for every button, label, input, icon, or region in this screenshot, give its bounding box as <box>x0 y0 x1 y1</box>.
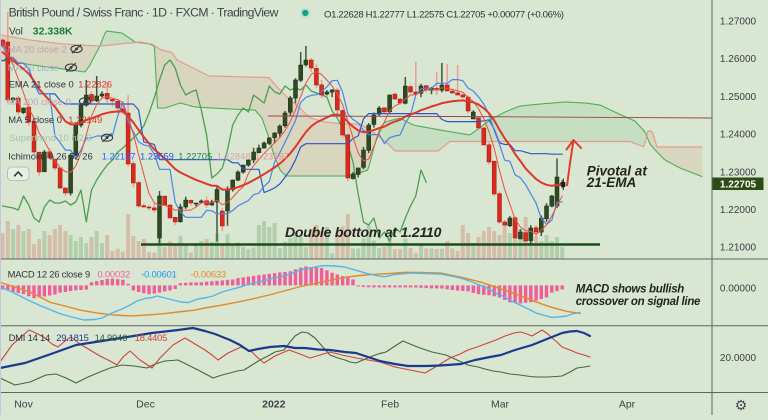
svg-text:29.1815: 29.1815 <box>56 332 88 343</box>
svg-text:1.23597: 1.23597 <box>255 151 289 162</box>
svg-text:MA 20 close 2: MA 20 close 2 <box>8 44 67 55</box>
svg-text:MACD shows bullish: MACD shows bullish <box>576 284 685 296</box>
svg-text:Double bottom at 1.2110: Double bottom at 1.2110 <box>285 224 442 240</box>
svg-text:-0.00633: -0.00633 <box>191 269 226 280</box>
svg-text:Pivotal at: Pivotal at <box>587 163 648 178</box>
svg-text:Supertrend 10 hl2 3: Supertrend 10 hl2 3 <box>9 132 91 143</box>
svg-text:1.26000: 1.26000 <box>720 54 757 65</box>
svg-text:Mar: Mar <box>491 398 510 410</box>
svg-text:1.23000: 1.23000 <box>720 167 757 178</box>
svg-text:21-EMA: 21-EMA <box>586 175 637 190</box>
svg-text:1.22137: 1.22137 <box>102 151 136 162</box>
svg-text:MA 200 close 0: MA 200 close 0 <box>7 96 71 107</box>
svg-text:1.21000: 1.21000 <box>720 243 757 254</box>
svg-text:1.22000: 1.22000 <box>720 205 757 216</box>
svg-text:2022: 2022 <box>262 398 286 410</box>
svg-text:1.22848: 1.22848 <box>217 151 251 162</box>
svg-text:0.00000: 0.00000 <box>720 284 757 295</box>
svg-text:1.22705: 1.22705 <box>178 151 212 162</box>
svg-text:14.9946: 14.9946 <box>95 332 128 343</box>
svg-text:1.24000: 1.24000 <box>720 130 757 141</box>
svg-text:1.25000: 1.25000 <box>720 92 757 103</box>
svg-text:Feb: Feb <box>381 398 399 410</box>
svg-text:MACD 12 26 close 9: MACD 12 26 close 9 <box>8 269 90 280</box>
svg-text:20.0000: 20.0000 <box>720 353 757 364</box>
svg-text:MA 5 close 0: MA 5 close 0 <box>8 114 62 125</box>
svg-text:crossover on signal line: crossover on signal line <box>576 296 701 308</box>
svg-text:EMA 21 close 0: EMA 21 close 0 <box>9 79 74 90</box>
svg-text:1.23559: 1.23559 <box>140 151 174 162</box>
svg-text:18.4405: 18.4405 <box>135 332 168 343</box>
svg-text:DMI 14 14: DMI 14 14 <box>9 332 50 343</box>
svg-text:1.22149: 1.22149 <box>68 114 102 125</box>
svg-text:Nov: Nov <box>14 398 33 410</box>
svg-text:O1.22628 H1.22777 L1.22575 C1.: O1.22628 H1.22777 L1.22575 C1.22705 +0.0… <box>324 10 564 21</box>
svg-text:-0.00601: -0.00601 <box>141 269 176 280</box>
svg-text:Dec: Dec <box>136 398 155 410</box>
svg-text:1.22826: 1.22826 <box>78 79 112 90</box>
svg-text:32.338K: 32.338K <box>33 26 73 38</box>
svg-text:1.27000: 1.27000 <box>720 17 757 28</box>
svg-text:British Pound / Swiss Franc ·: British Pound / Swiss Franc · 1D · FXCM … <box>9 6 279 20</box>
svg-text:0.00032: 0.00032 <box>98 269 131 280</box>
svg-text:⚙: ⚙ <box>735 397 748 413</box>
svg-text:Apr: Apr <box>619 398 636 410</box>
svg-text:MA 50 close: MA 50 close <box>8 62 59 73</box>
svg-text:Vol: Vol <box>9 27 23 38</box>
svg-text:1.22705: 1.22705 <box>720 179 757 190</box>
svg-text:Ichimoku 9 26 52 26: Ichimoku 9 26 52 26 <box>8 151 92 162</box>
